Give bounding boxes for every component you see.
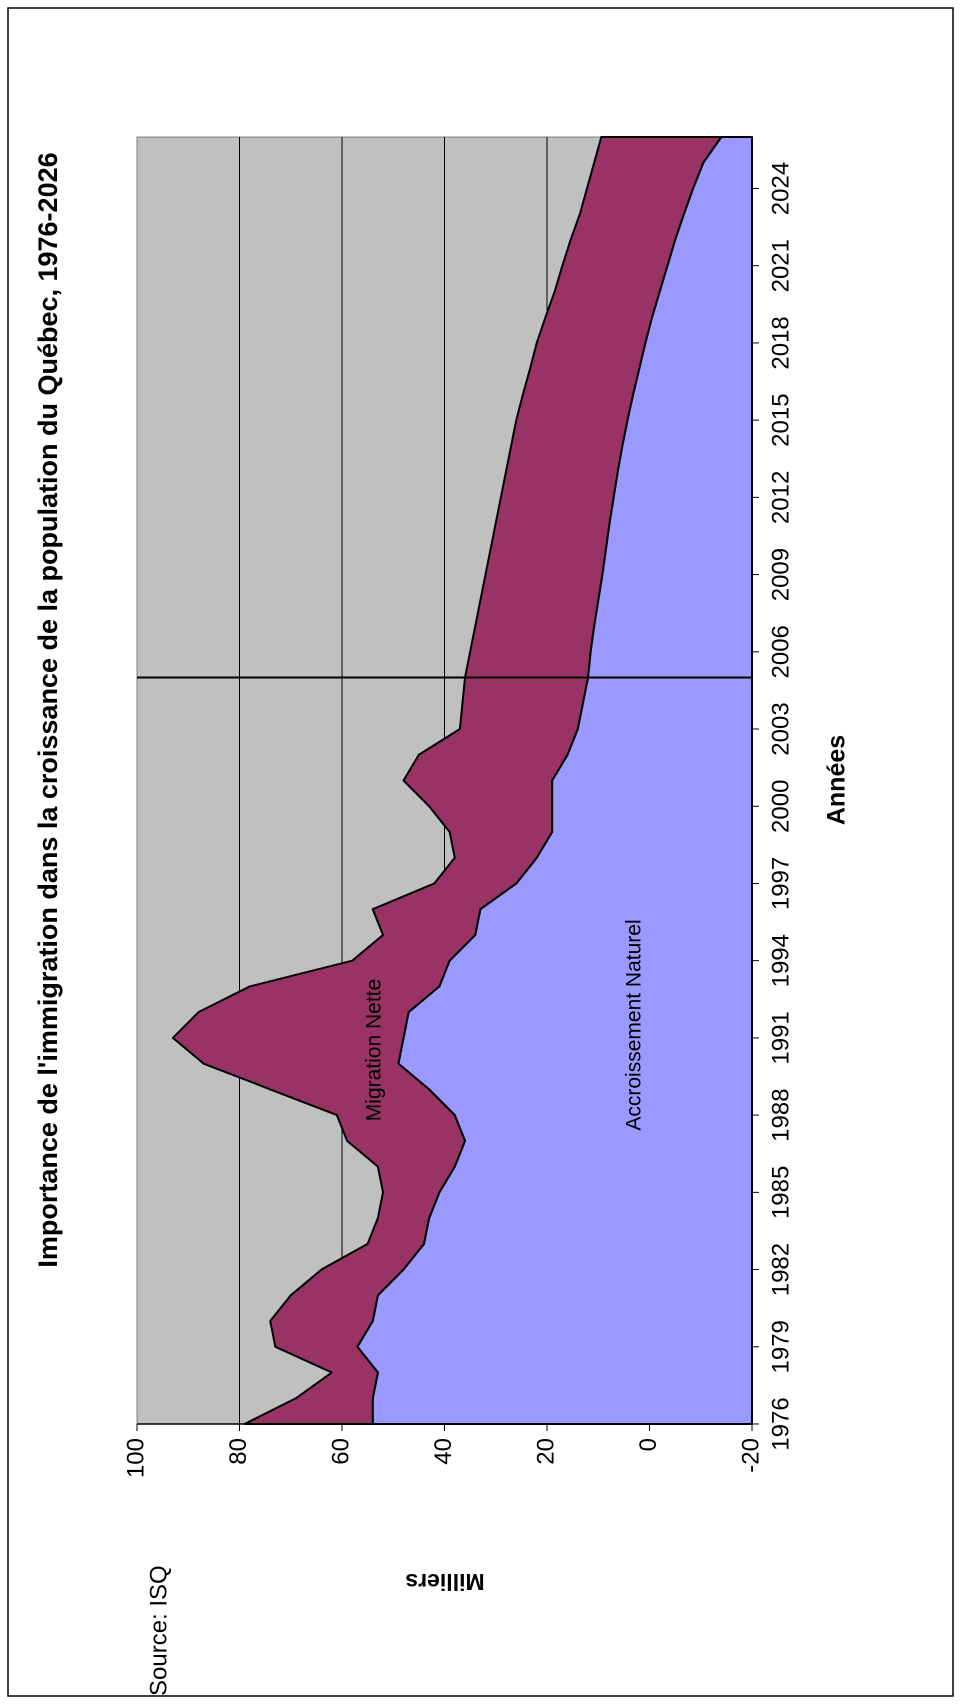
x-tick-label: 2003 (767, 702, 794, 755)
x-tick-label: 2000 (767, 780, 794, 833)
chart-title: Importance de l'immigration dans la croi… (33, 152, 63, 1267)
series-label: Accroissement Naturel (623, 919, 646, 1130)
y-tick-label: -20 (737, 1438, 764, 1473)
x-tick-label: 2012 (767, 471, 794, 524)
x-tick-label: 2006 (767, 625, 794, 678)
source-note: Source: ISQ (145, 1565, 172, 1696)
area-1 (171, 136, 723, 1425)
x-tick-label: 2009 (767, 548, 794, 601)
x-tick-label: 1985 (767, 1166, 794, 1219)
x-tick-label: 1997 (767, 857, 794, 910)
x-tick-label: 1979 (767, 1320, 794, 1373)
x-tick-label: 2021 (767, 239, 794, 292)
x-tick-label: 1991 (767, 1011, 794, 1064)
series-label: Migration Nette (363, 979, 386, 1121)
x-tick-label: 2018 (767, 316, 794, 369)
areas (171, 136, 753, 1425)
x-tick-label: 1982 (767, 1243, 794, 1296)
x-tick-label: 1976 (767, 1397, 794, 1450)
y-tick-label: 40 (430, 1438, 457, 1465)
y-tick-label: 60 (327, 1438, 354, 1465)
y-tick-label: 0 (635, 1438, 662, 1451)
x-tick-label: 2015 (767, 393, 794, 446)
x-axis-label: Années (823, 735, 851, 825)
y-tick-label: 100 (122, 1438, 149, 1478)
x-tick-label: 1988 (767, 1088, 794, 1141)
x-tick-label: 2024 (767, 162, 794, 215)
y-tick-label: 20 (532, 1438, 559, 1465)
y-tick-label: 80 (225, 1438, 252, 1465)
chart: Importance de l'immigration dans la croi… (33, 136, 851, 1696)
x-tick-label: 1994 (767, 934, 794, 987)
y-axis-label: Milliers (405, 1569, 484, 1595)
